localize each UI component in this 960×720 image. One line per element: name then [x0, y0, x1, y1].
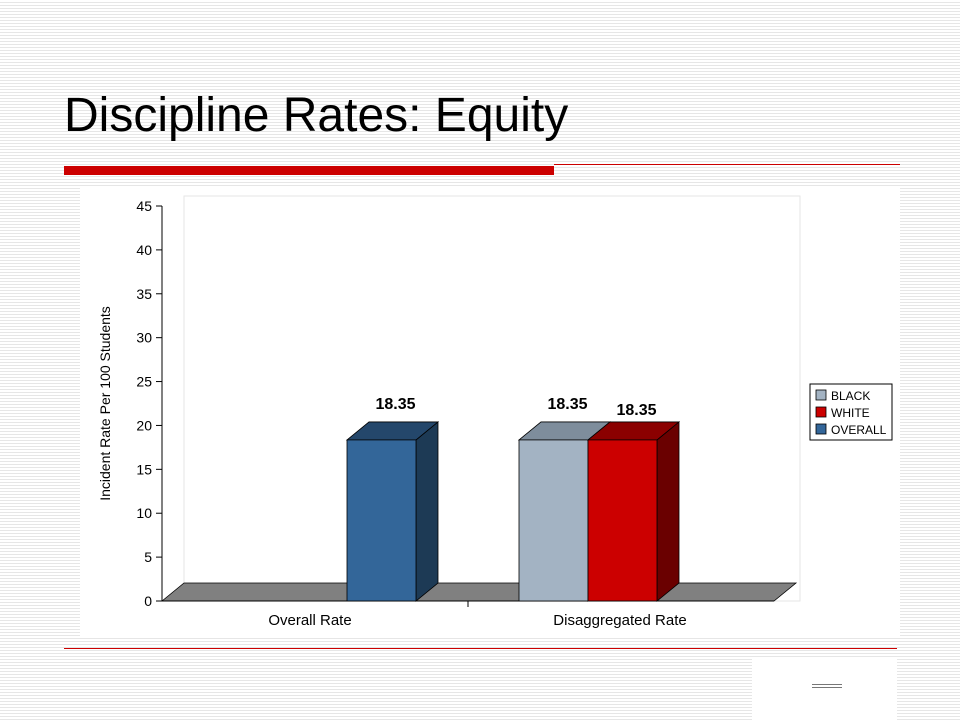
legend-swatch-white — [815, 406, 827, 418]
legend-label-black: BLACK — [831, 389, 870, 403]
title-underline-line — [554, 164, 900, 165]
footer-divider — [64, 648, 897, 649]
y-axis-title: Incident Rate Per 100 Students — [97, 306, 113, 501]
corner-logo-mark — [812, 684, 842, 690]
y-tick-label: 10 — [136, 505, 152, 521]
bar-chart: 0 5 10 15 20 25 30 35 40 45 Incident Rate Per 100 … — [97, 195, 893, 629]
y-tick-label: 35 — [136, 286, 152, 302]
bar-white — [587, 439, 658, 602]
chart-area: 0 5 10 15 20 25 30 35 40 45 Incident Rate Per 100 … — [80, 188, 900, 638]
legend-swatch-overall — [815, 423, 827, 435]
bar-overall — [346, 439, 417, 602]
y-tick-label: 15 — [136, 461, 152, 477]
y-tick-label: 45 — [136, 198, 152, 214]
slide-title: Discipline Rates: Equity — [64, 89, 569, 142]
y-tick-label: 25 — [136, 374, 152, 390]
legend-label-overall: OVERALL — [831, 423, 887, 437]
bar-data-label-white: 18.35 — [616, 402, 656, 419]
bar-side-overall — [415, 421, 439, 602]
bar-data-label-overall: 18.35 — [375, 396, 415, 413]
y-tick-label: 0 — [144, 593, 152, 609]
bar-side-white — [656, 421, 680, 602]
y-tick-label: 20 — [136, 417, 152, 433]
title-underline-bar — [64, 166, 554, 175]
x-category-label: Disaggregated Rate — [553, 612, 686, 629]
bar-black — [518, 439, 589, 602]
bar-data-label-black: 18.35 — [547, 396, 587, 413]
y-tick-label: 30 — [136, 330, 152, 346]
y-tick-label: 40 — [136, 242, 152, 258]
legend-label-white: WHITE — [831, 406, 870, 420]
y-tick-label: 5 — [144, 549, 152, 565]
chart-back-wall — [183, 195, 801, 602]
chart-floor — [160, 582, 798, 602]
x-category-label: Overall Rate — [268, 612, 351, 629]
legend-swatch-black — [815, 389, 827, 401]
